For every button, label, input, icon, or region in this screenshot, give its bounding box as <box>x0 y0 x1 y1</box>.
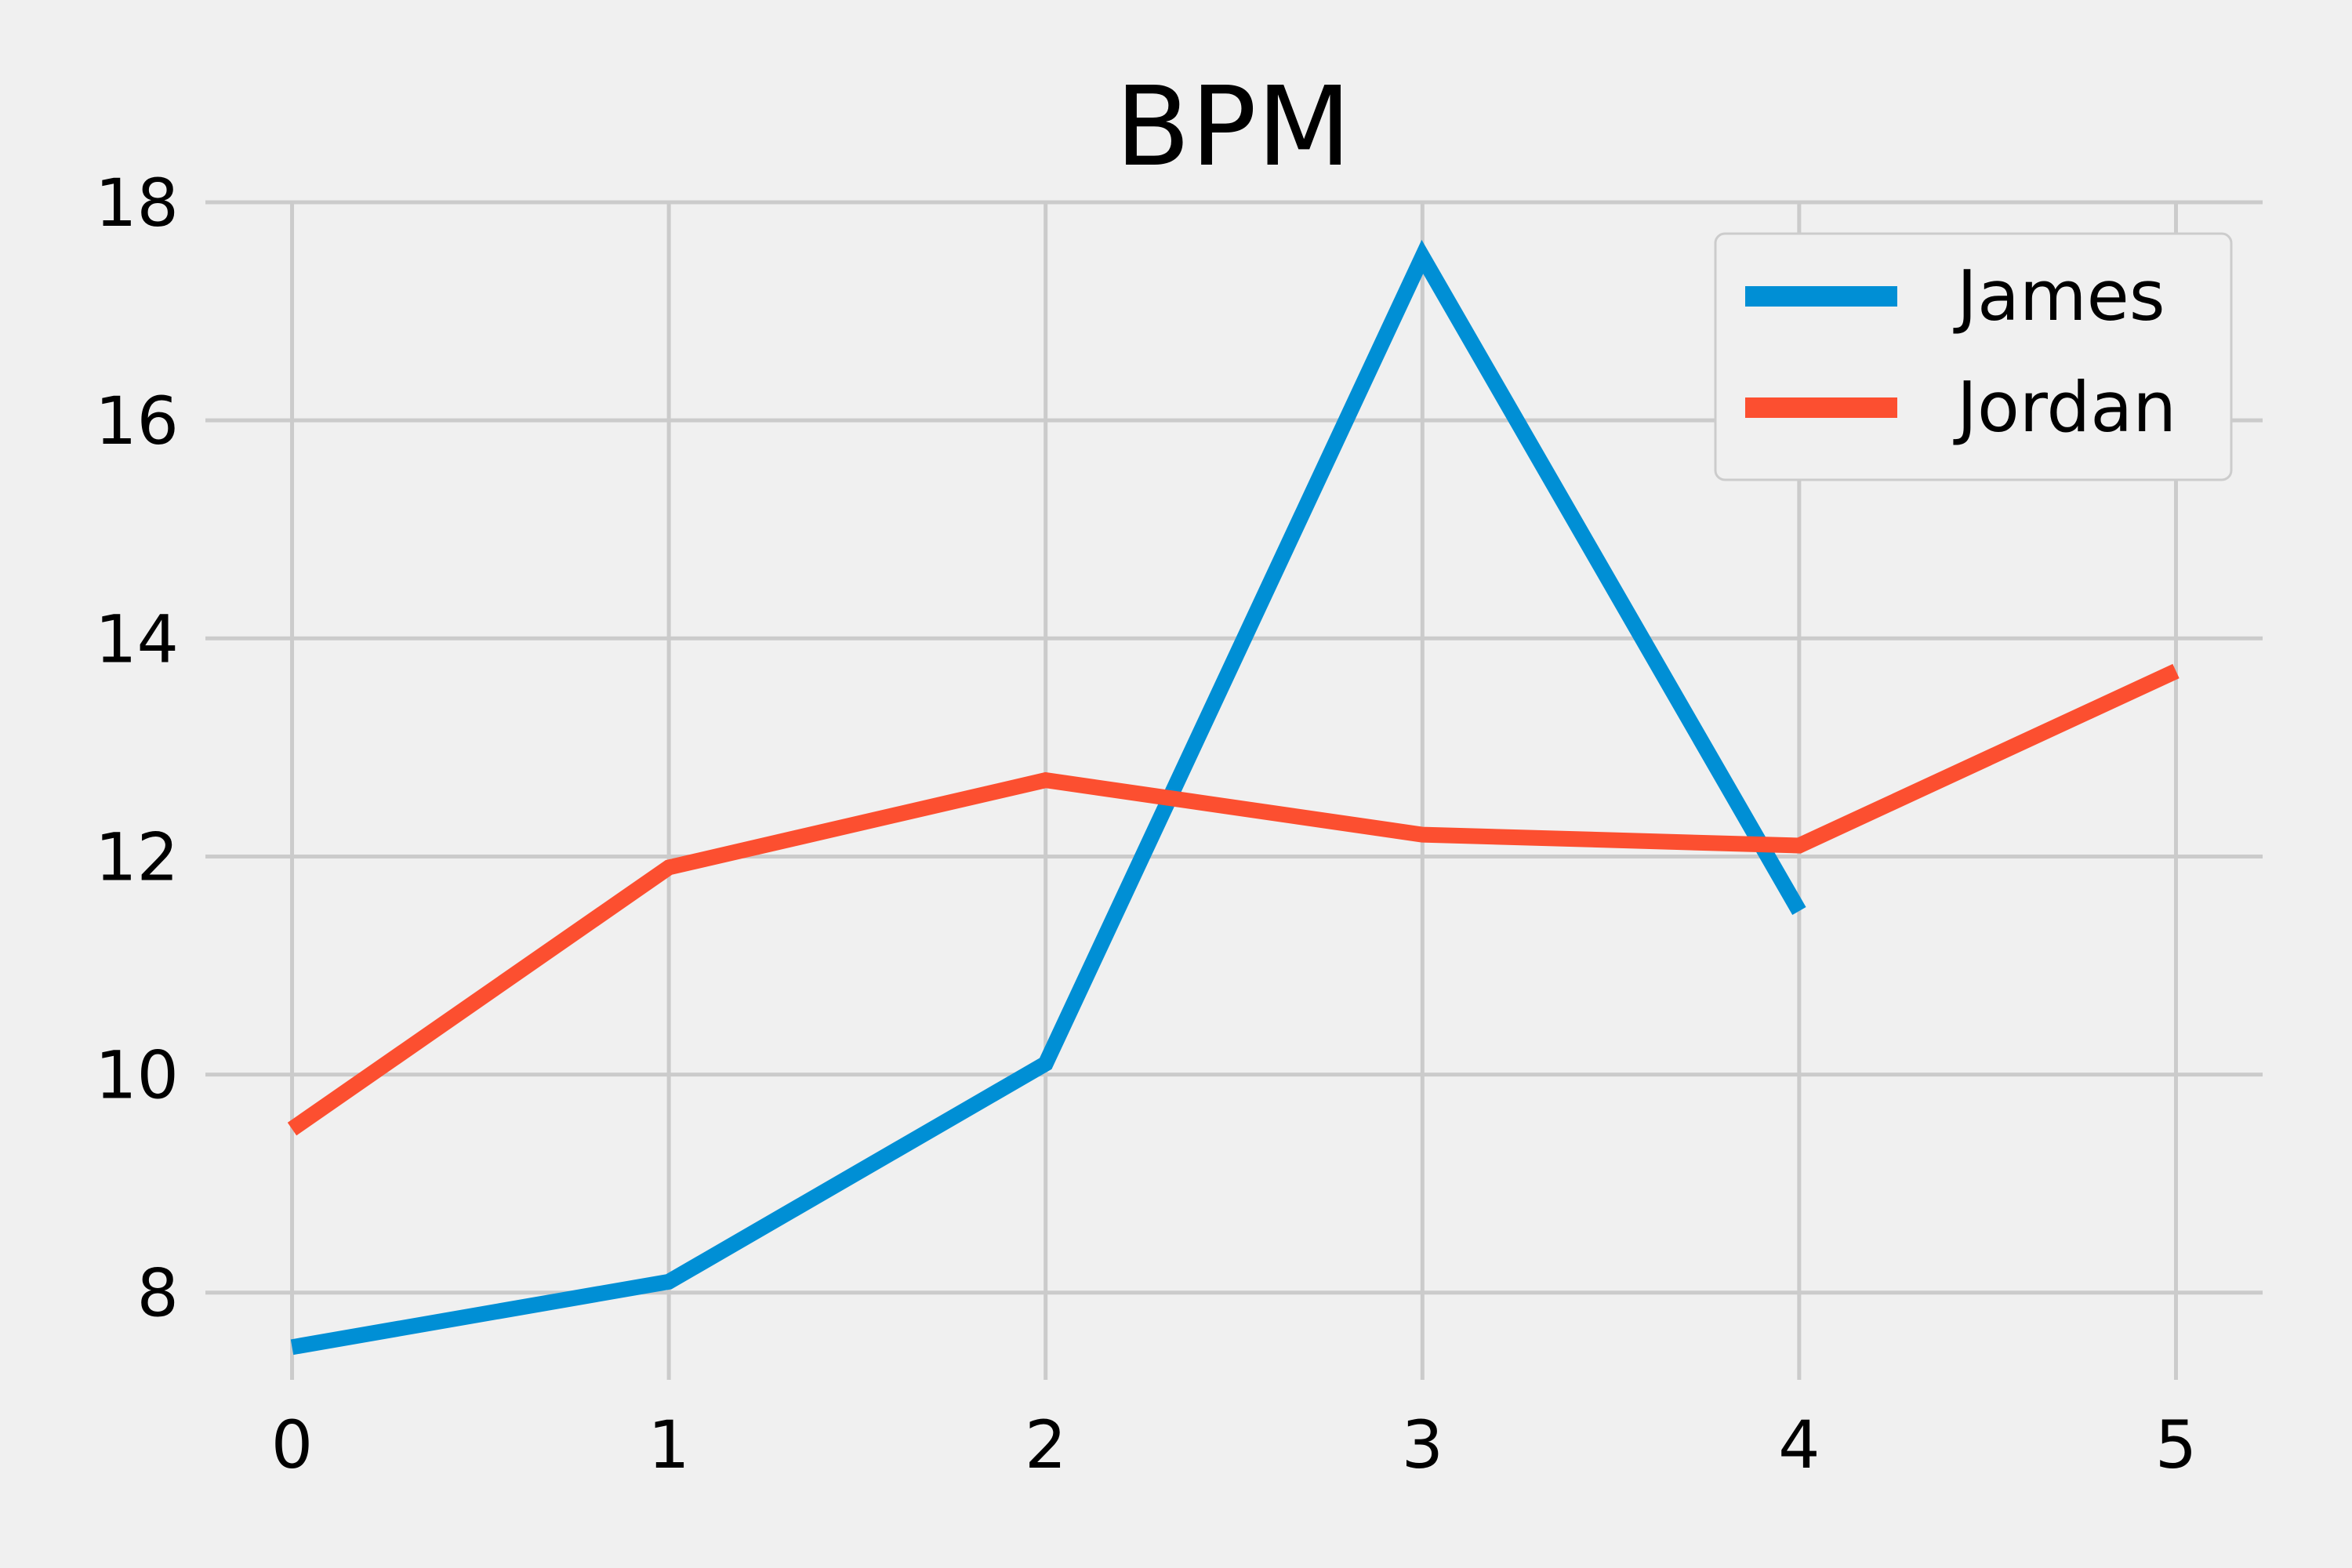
y-tick-label: 12 <box>95 818 179 895</box>
x-tick-label: 5 <box>2155 1406 2197 1483</box>
x-tick-label: 2 <box>1025 1406 1066 1483</box>
y-tick-label: 8 <box>137 1255 179 1332</box>
series-line-jordan <box>287 663 2180 1136</box>
x-tick-label: 1 <box>648 1406 689 1483</box>
legend-items: James Jordan <box>1745 256 2176 448</box>
y-tick-label: 10 <box>95 1037 179 1114</box>
series-line-james <box>290 239 1806 1356</box>
x-tick-label: 4 <box>1778 1406 1820 1483</box>
y-tick-label: 16 <box>95 383 179 459</box>
chart-title: BPM <box>1115 64 1351 191</box>
x-tick-label: 3 <box>1402 1406 1443 1483</box>
legend-label-james: James <box>1953 256 2165 336</box>
legend: James Jordan <box>1714 232 2233 481</box>
series-lines <box>287 239 2180 1356</box>
legend-label-jordan: Jordan <box>1953 367 2176 448</box>
y-tick-label: 14 <box>95 601 179 677</box>
y-tick-label: 18 <box>95 165 179 241</box>
x-tick-label: 0 <box>271 1406 313 1483</box>
